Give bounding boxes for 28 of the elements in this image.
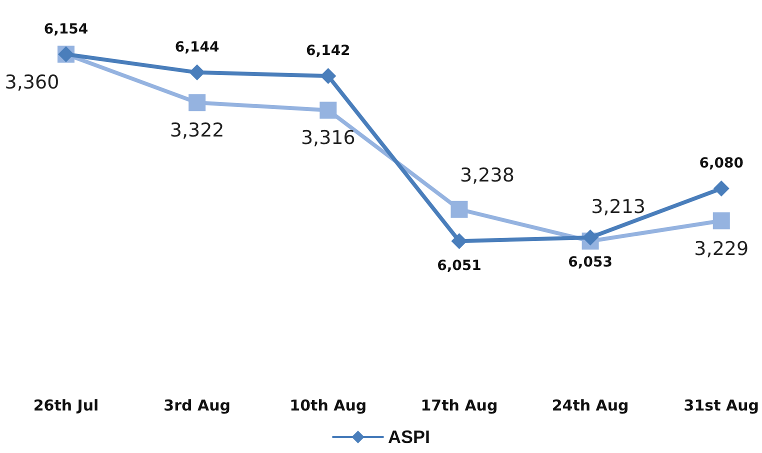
point [582,229,598,246]
data-label: 3,213 [591,196,646,218]
point [712,212,730,230]
data-label: 6,142 [306,43,350,60]
x-tick-label: 10th Aug [290,396,367,414]
data-label: 3,238 [460,164,514,186]
data-label: 6,051 [437,258,482,274]
point [450,200,468,218]
x-tick-label: 26th Jul [33,396,99,414]
x-tick-label: 17th Aug [420,396,498,414]
x-tick-label: 3rd Aug [164,396,230,414]
point [320,68,336,84]
data-label: 3,322 [170,120,224,142]
point [189,64,206,80]
point [451,233,468,250]
data-label: 6,080 [699,156,744,172]
data-label: 6,053 [568,254,612,270]
point [713,180,730,196]
data-label: 6,154 [44,21,88,38]
x-tick-label: 31st Aug [684,396,760,414]
data-label: 6,144 [174,39,220,56]
point [320,102,337,119]
x-tick-label: 24th Aug [552,396,629,414]
point [188,94,206,112]
data-label: 3,360 [4,71,60,94]
legend-label: ASPI [388,427,430,447]
data-label: 3,229 [694,238,749,260]
data-label: 3,316 [300,127,356,150]
